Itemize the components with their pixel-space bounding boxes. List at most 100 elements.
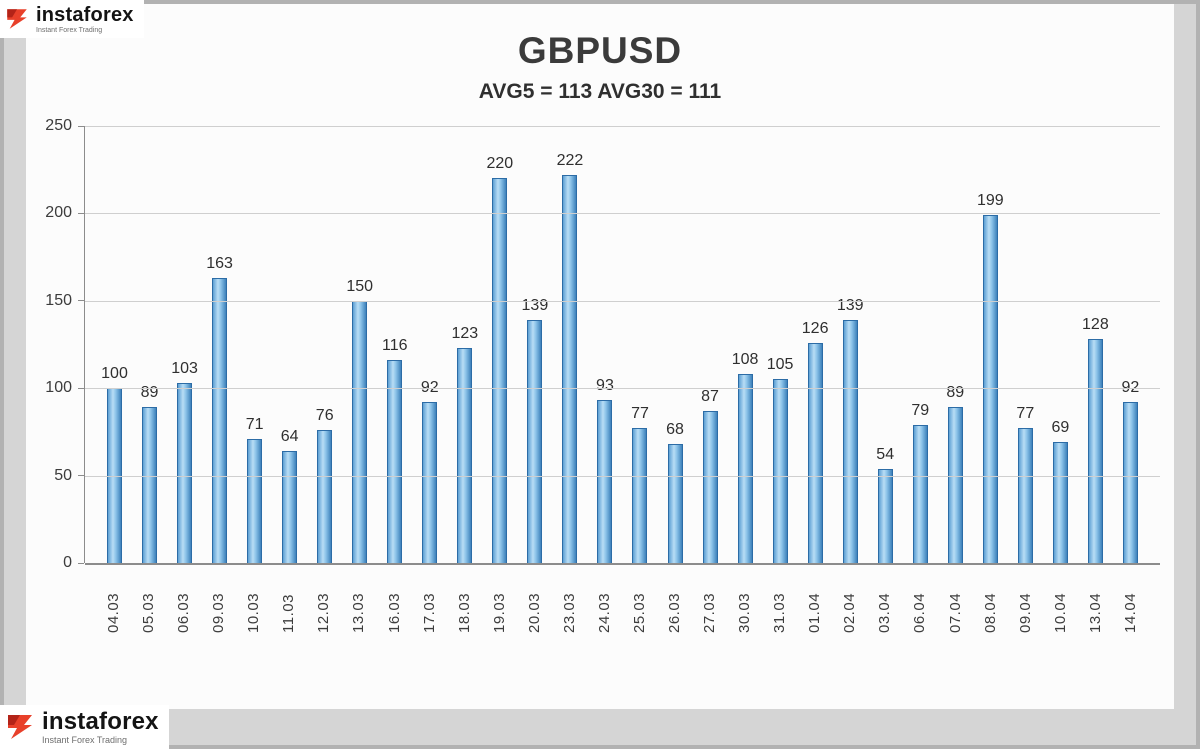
bar-slot: 116 <box>377 126 412 563</box>
chart-panel: GBPUSD AVG5 = 113 AVG30 = 111 0 50 100 150 2… <box>26 4 1174 709</box>
bar-slot: 139 <box>833 126 868 563</box>
bar <box>562 174 578 563</box>
bar-value-label: 89 <box>946 384 965 402</box>
bar-value-label: 103 <box>171 359 198 377</box>
bar-value-label: 77 <box>1016 405 1035 423</box>
x-axis-label: 10.04 <box>1051 592 1069 633</box>
x-axis-label: 06.03 <box>175 592 193 633</box>
y-axis: 0 50 100 150 200 250 <box>26 117 84 571</box>
bar-value-label: 68 <box>666 421 684 439</box>
x-slot: 20.03 <box>517 571 552 633</box>
x-axis-label: 05.03 <box>140 592 158 633</box>
logo-text: instaforex Instant Forex Trading <box>42 707 159 745</box>
bar <box>387 360 403 563</box>
x-slot: 06.03 <box>166 571 201 633</box>
x-slot: 18.03 <box>447 571 482 633</box>
bar-value-label: 139 <box>836 297 864 315</box>
y-axis-tick <box>78 125 84 127</box>
bar-value-label: 105 <box>766 356 794 374</box>
plot-area: 100 89 103 163 71 64 76 150 116 92 123 220 139 222 93 7… <box>84 126 1160 565</box>
x-slot: 03.04 <box>867 571 902 633</box>
x-axis-label: 16.03 <box>385 592 403 633</box>
bar <box>737 374 753 563</box>
bar-slot: 222 <box>552 126 587 563</box>
x-slot: 31.03 <box>762 571 797 633</box>
y-axis-tick <box>78 212 84 214</box>
x-axis-label: 01.04 <box>806 592 824 633</box>
bar-slot: 123 <box>447 126 482 563</box>
x-slot: 05.03 <box>131 571 166 633</box>
bar <box>772 379 788 563</box>
gridline-100 <box>85 388 1160 390</box>
x-axis-label: 13.03 <box>350 592 368 633</box>
x-axis-label: 19.03 <box>490 592 508 633</box>
gridline-0 <box>85 563 1160 565</box>
bar-slot: 100 <box>97 126 132 563</box>
bar-value-label: 222 <box>556 151 584 169</box>
bar-value-label: 64 <box>280 428 299 446</box>
x-axis-label: 09.04 <box>1016 592 1034 633</box>
bar <box>282 451 298 563</box>
x-slot: 12.03 <box>306 571 341 633</box>
bar <box>842 320 858 563</box>
bar-value-label: 163 <box>206 255 233 273</box>
y-axis-label: 50 <box>54 466 72 484</box>
bar-value-label: 220 <box>486 155 514 173</box>
gridline-50 <box>85 475 1160 477</box>
bar <box>1122 402 1138 563</box>
bar <box>422 402 438 563</box>
x-slot: 19.03 <box>482 571 517 633</box>
bar <box>877 468 893 563</box>
x-axis-label: 04.03 <box>105 592 123 633</box>
bar <box>1017 428 1033 563</box>
bar <box>807 342 823 563</box>
x-slot: 04.03 <box>96 571 131 633</box>
y-axis-label: 150 <box>45 291 72 309</box>
bar <box>1087 339 1103 563</box>
bar-slot: 139 <box>517 126 552 563</box>
x-axis-label: 10.03 <box>245 592 263 633</box>
y-axis-label: 200 <box>45 204 72 222</box>
x-axis-label: 03.04 <box>876 592 894 633</box>
bar <box>492 178 508 563</box>
logo-brand: instaforex <box>36 3 134 26</box>
logo-text: instaforex Instant Forex Trading <box>36 5 134 34</box>
bar-value-label: 76 <box>315 407 334 425</box>
x-axis-label: 26.03 <box>666 592 684 633</box>
bar <box>212 278 228 563</box>
x-slot: 06.04 <box>902 571 937 633</box>
x-axis-label: 02.04 <box>841 592 859 633</box>
bar-value-label: 87 <box>701 387 719 405</box>
x-slot: 11.03 <box>271 571 306 633</box>
bar-slot: 163 <box>202 126 237 563</box>
bar-value-label: 126 <box>801 319 829 337</box>
bar-slot: 77 <box>1008 126 1043 563</box>
bar <box>632 428 648 563</box>
logo-brand: instaforex <box>42 707 159 735</box>
bar-value-label: 100 <box>101 365 128 383</box>
chart-title: GBPUSD <box>517 30 683 71</box>
x-axis-label: 07.04 <box>946 592 964 633</box>
x-axis-label: 12.03 <box>315 592 333 633</box>
bar-value-label: 69 <box>1051 419 1070 437</box>
x-slot: 25.03 <box>622 571 657 633</box>
bar <box>912 424 928 563</box>
x-slot: 26.03 <box>657 571 692 633</box>
x-slot: 27.03 <box>692 571 727 633</box>
x-axis-label: 30.03 <box>736 592 754 633</box>
bar <box>947 407 963 563</box>
bar-value-label: 123 <box>451 325 479 342</box>
bar-value-label: 116 <box>382 337 408 355</box>
bar <box>1052 442 1068 563</box>
y-axis-tick <box>78 300 84 302</box>
x-labels-row: 04.03 05.03 06.03 09.03 10.03 11.03 12.03 13.03… <box>84 571 1160 633</box>
y-axis-tick <box>78 387 84 389</box>
bar <box>352 300 368 563</box>
y-axis-label: 250 <box>45 117 72 134</box>
plot-stack: 100 89 103 163 71 64 76 150 116 92 123 220 139 222 93 7… <box>84 126 1160 633</box>
bar-slot: 105 <box>763 126 798 563</box>
bar-value-label: 139 <box>521 297 549 315</box>
bar-value-label: 128 <box>1082 316 1109 334</box>
y-axis-label: 0 <box>63 554 72 571</box>
